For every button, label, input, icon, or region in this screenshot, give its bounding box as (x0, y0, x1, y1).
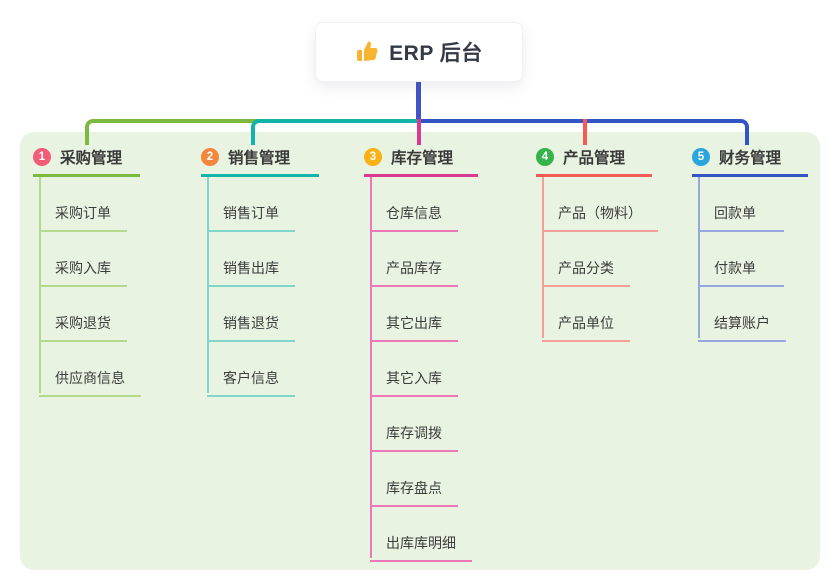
branch-node: 5 财务管理 回款单 付款单 结算账户 (692, 146, 808, 342)
branch-index-badge: 3 (364, 148, 382, 166)
branch-label: 财务管理 (719, 150, 782, 167)
leaf-label: 仓库信息 (370, 203, 458, 232)
branch-label: 产品管理 (563, 150, 626, 167)
branches-panel (20, 132, 820, 570)
leaf-node[interactable]: 产品单位 (536, 287, 658, 342)
branch-label: 库存管理 (391, 150, 454, 167)
branch-top-connector (583, 119, 587, 145)
leaf-label: 结算账户 (698, 313, 786, 342)
leaf-label: 产品（物料） (542, 203, 658, 232)
branch-header[interactable]: 1 采购管理 (33, 146, 140, 177)
leaf-label: 销售订单 (207, 203, 295, 232)
branch-index-badge: 1 (33, 148, 51, 166)
branch-children: 仓库信息 产品库存 其它出库 其它入库 库存调拨 库存盘点 出库库明细 (364, 177, 478, 562)
branch-top-connector (417, 119, 421, 145)
branch-node: 3 库存管理 仓库信息 产品库存 其它出库 其它入库 库存调拨 库存盘点 出库库… (364, 146, 478, 562)
leaf-node[interactable]: 回款单 (692, 177, 808, 232)
leaf-node[interactable]: 销售订单 (201, 177, 319, 232)
leaf-label: 产品分类 (542, 258, 630, 287)
leaf-node[interactable]: 库存盘点 (364, 452, 478, 507)
leaf-node[interactable]: 供应商信息 (33, 342, 141, 397)
branch-children: 产品（物料） 产品分类 产品单位 (536, 177, 658, 342)
leaf-label: 其它入库 (370, 368, 458, 397)
leaf-node[interactable]: 产品分类 (536, 232, 658, 287)
leaf-node[interactable]: 仓库信息 (364, 177, 478, 232)
branch-header[interactable]: 5 财务管理 (692, 146, 808, 177)
branch-index-badge: 2 (201, 148, 219, 166)
leaf-label: 产品库存 (370, 258, 458, 287)
branch-node: 4 产品管理 产品（物料） 产品分类 产品单位 (536, 146, 658, 342)
branch-children: 采购订单 采购入库 采购退货 供应商信息 (33, 177, 141, 397)
leaf-node[interactable]: 采购入库 (33, 232, 141, 287)
leaf-node[interactable]: 销售退货 (201, 287, 319, 342)
leaf-node[interactable]: 产品库存 (364, 232, 478, 287)
leaf-label: 供应商信息 (39, 368, 141, 397)
leaf-label: 销售退货 (207, 313, 295, 342)
leaf-node[interactable]: 其它出库 (364, 287, 478, 342)
branch-header[interactable]: 4 产品管理 (536, 146, 652, 177)
thumbs-up-icon (355, 40, 379, 64)
leaf-label: 销售出库 (207, 258, 295, 287)
branch-node: 2 销售管理 销售订单 销售出库 销售退货 客户信息 (201, 146, 319, 397)
leaf-node[interactable]: 销售出库 (201, 232, 319, 287)
leaf-label: 回款单 (698, 203, 784, 232)
leaf-label: 出库库明细 (370, 533, 472, 562)
leaf-node[interactable]: 其它入库 (364, 342, 478, 397)
branch-header[interactable]: 3 库存管理 (364, 146, 478, 177)
leaf-label: 库存调拨 (370, 423, 458, 452)
root-node[interactable]: ERP 后台 (315, 22, 523, 82)
leaf-node[interactable]: 库存调拨 (364, 397, 478, 452)
branch-node: 1 采购管理 采购订单 采购入库 采购退货 供应商信息 (33, 146, 141, 397)
branch-child-connector (39, 177, 41, 393)
leaf-node[interactable]: 客户信息 (201, 342, 319, 397)
root-node-title: ERP 后台 (389, 42, 483, 65)
branch-child-connector (207, 177, 209, 393)
branch-index-badge: 4 (536, 148, 554, 166)
leaf-label: 客户信息 (207, 368, 295, 397)
leaf-label: 产品单位 (542, 313, 630, 342)
leaf-label: 采购订单 (39, 203, 127, 232)
leaf-node[interactable]: 采购订单 (33, 177, 141, 232)
branch-index-badge: 5 (692, 148, 710, 166)
branch-top-connector (251, 119, 421, 145)
root-stem-connector (416, 82, 421, 120)
branch-children: 回款单 付款单 结算账户 (692, 177, 808, 342)
leaf-node[interactable]: 产品（物料） (536, 177, 658, 232)
branch-label: 采购管理 (60, 150, 123, 167)
branch-header[interactable]: 2 销售管理 (201, 146, 319, 177)
branch-child-connector (542, 177, 544, 338)
leaf-node[interactable]: 出库库明细 (364, 507, 478, 562)
leaf-label: 付款单 (698, 258, 784, 287)
branch-label: 销售管理 (228, 150, 291, 167)
leaf-node[interactable]: 付款单 (692, 232, 808, 287)
branch-child-connector (370, 177, 372, 558)
leaf-label: 采购入库 (39, 258, 127, 287)
leaf-label: 其它出库 (370, 313, 458, 342)
leaf-label: 采购退货 (39, 313, 127, 342)
leaf-node[interactable]: 采购退货 (33, 287, 141, 342)
branch-children: 销售订单 销售出库 销售退货 客户信息 (201, 177, 319, 397)
branch-child-connector (698, 177, 700, 338)
leaf-node[interactable]: 结算账户 (692, 287, 808, 342)
leaf-label: 库存盘点 (370, 478, 458, 507)
